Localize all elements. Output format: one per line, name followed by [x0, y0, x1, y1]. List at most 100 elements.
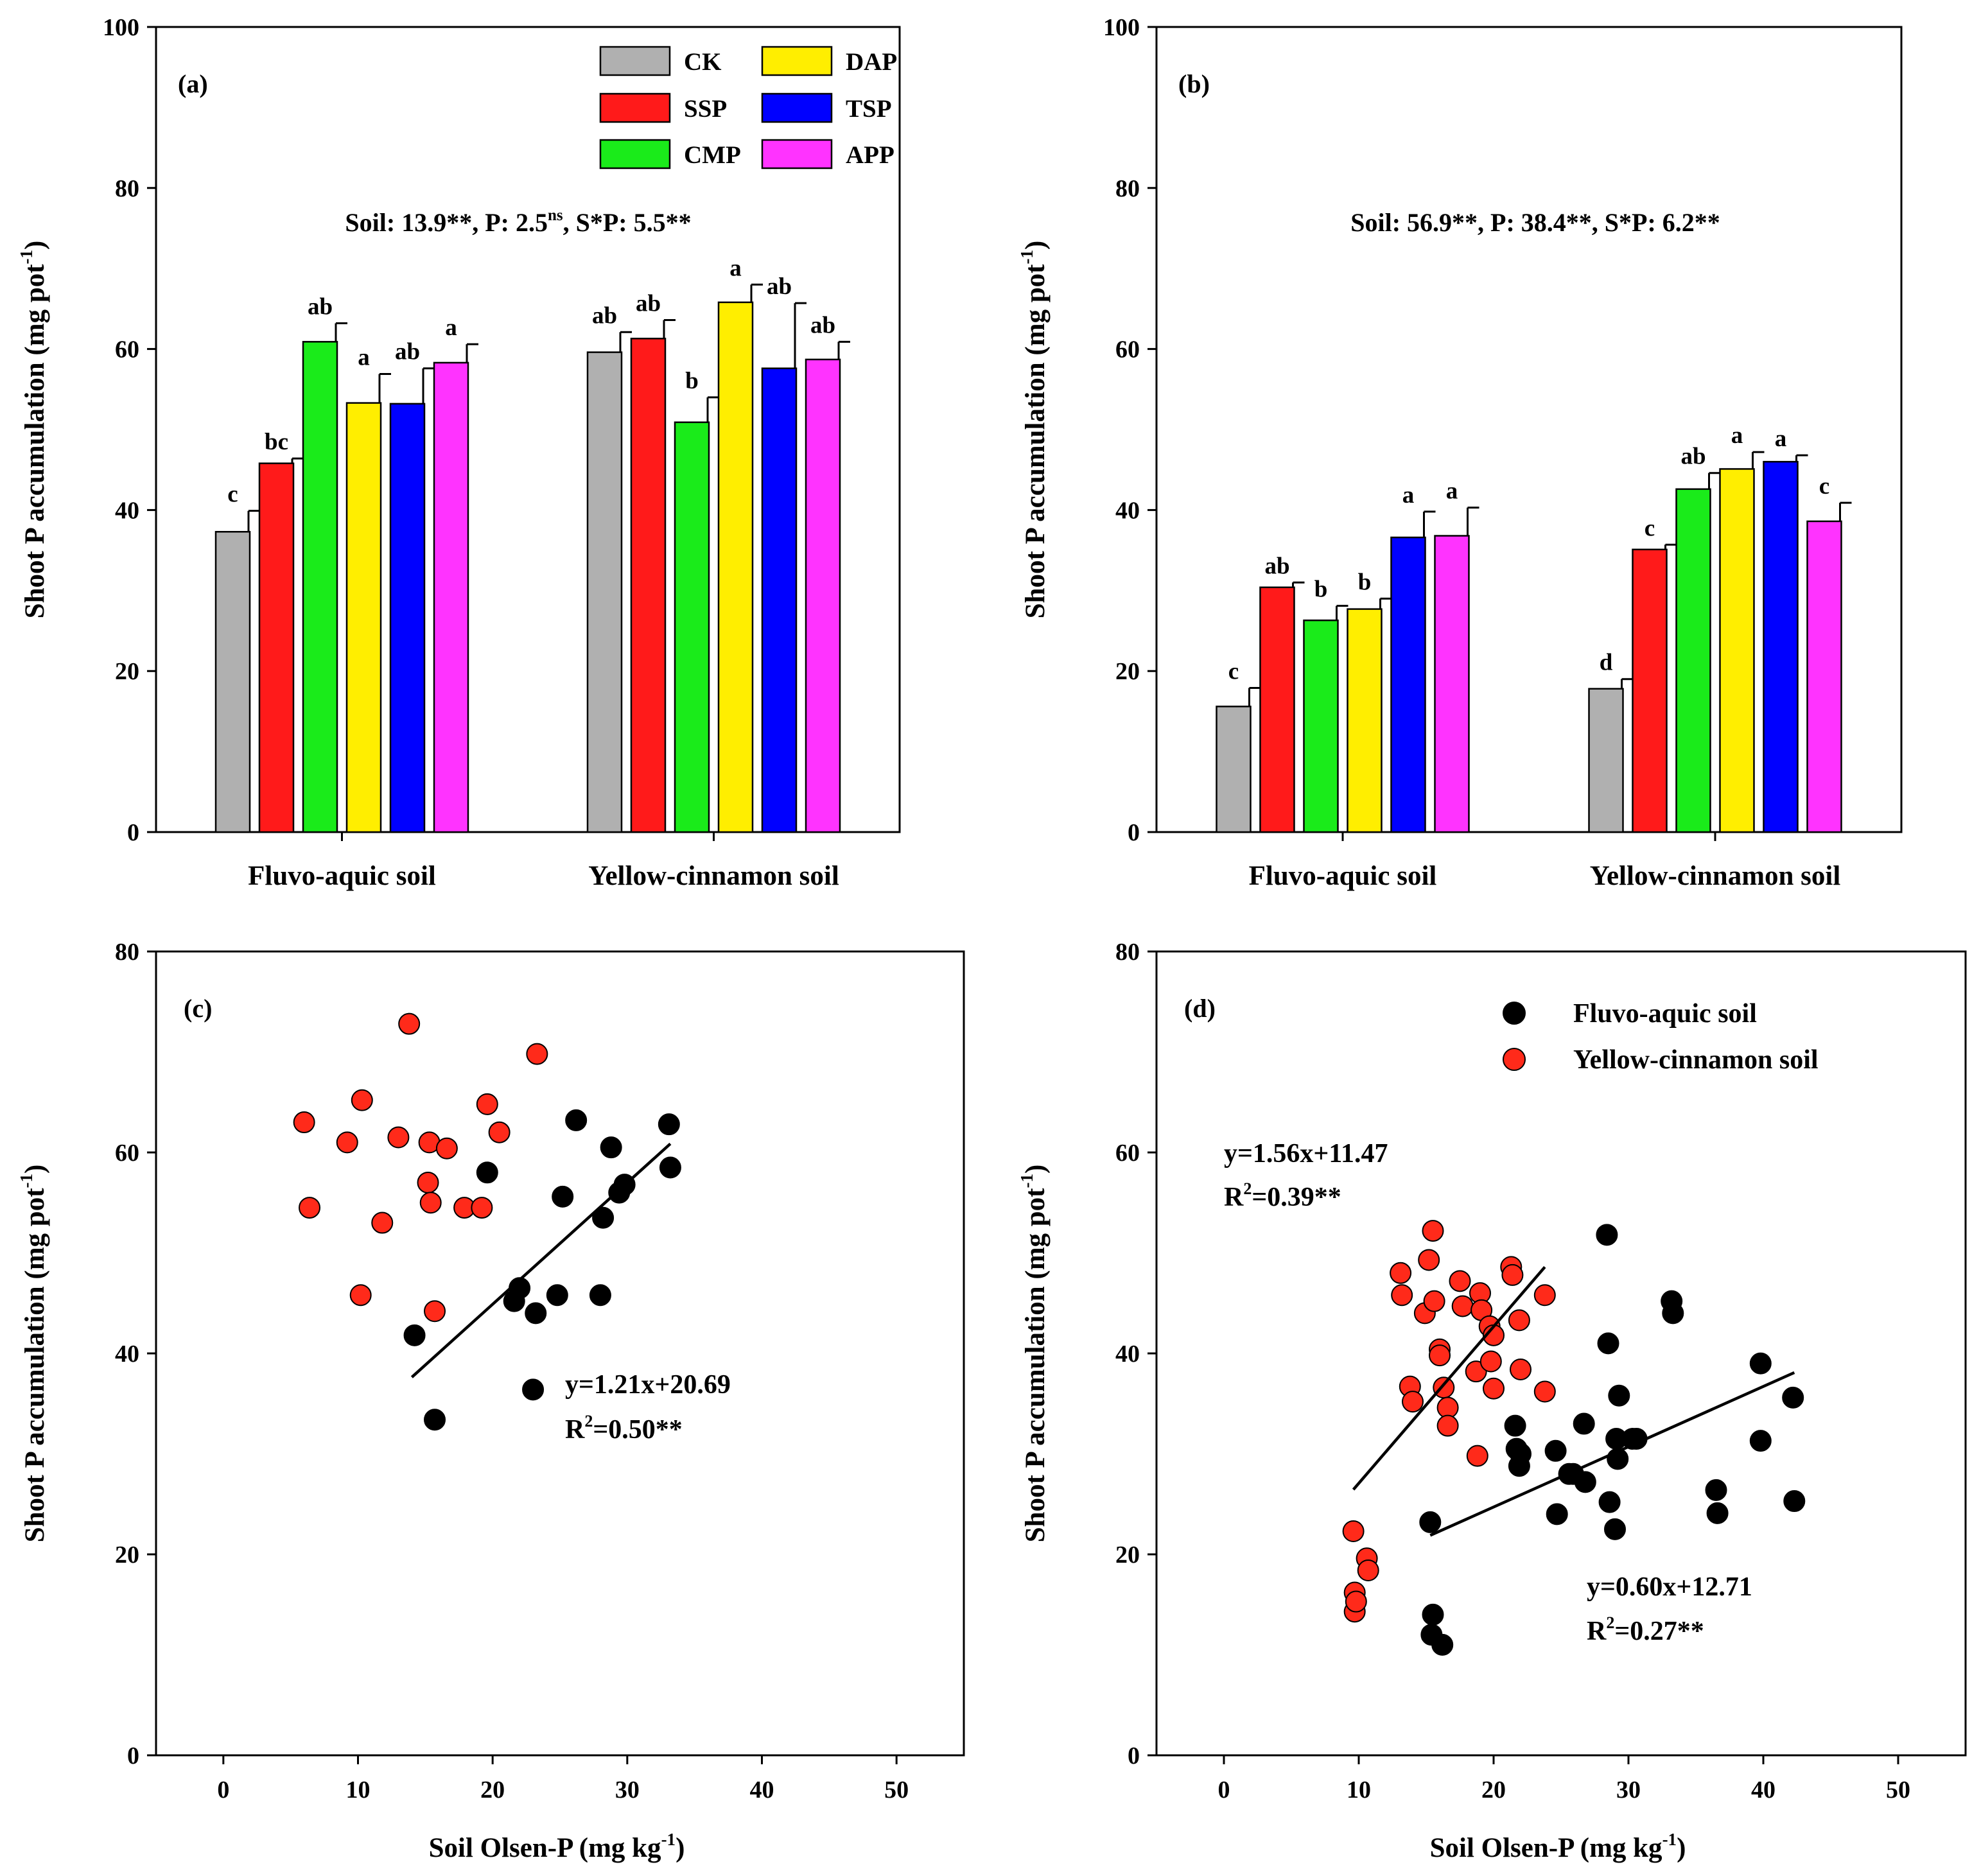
point-yellow-cinnamon	[1342, 1520, 1365, 1543]
anova-annotation-text: Soil: 56.9**, P: 38.4**, S*P: 6.2**	[1350, 208, 1720, 237]
legend-swatch	[761, 139, 833, 169]
regression-r2-tail: =0.50**	[593, 1415, 682, 1445]
x-tick-label: 10	[346, 1776, 371, 1803]
significance-letter: ab	[308, 293, 333, 320]
point-fluvo-aquic	[1510, 1443, 1531, 1465]
point-yellow-cinnamon	[398, 1012, 421, 1035]
y-axis-label: Shoot P accumulation (mg pot-1)	[1017, 241, 1051, 619]
y-tick-label: 60	[1115, 1140, 1140, 1167]
point-fluvo-aquic	[1749, 1352, 1772, 1375]
y-axis-label-sup: -1	[1017, 1174, 1036, 1188]
point-fluvo-aquic	[522, 1378, 545, 1401]
x-tick-label: 50	[884, 1776, 909, 1803]
bar-ck	[1588, 688, 1624, 833]
point-fluvo-aquic	[546, 1284, 568, 1307]
point-fluvo-aquic	[476, 1161, 498, 1184]
x-category-label: Fluvo-aquic soil	[248, 861, 436, 891]
y-tick-label: 80	[115, 175, 139, 202]
legend-marker	[1503, 1002, 1526, 1025]
y-axis-label: Shoot P accumulation (mg pot-1)	[17, 1165, 50, 1543]
regression-line	[410, 1142, 672, 1378]
point-yellow-cinnamon	[1436, 1414, 1459, 1437]
significance-letter: ab	[395, 339, 420, 365]
legend-swatch	[761, 92, 833, 123]
point-yellow-cinnamon	[1391, 1284, 1413, 1307]
bar-app	[805, 358, 841, 833]
y-tick-label: 80	[115, 939, 139, 966]
legend-marker	[1503, 1048, 1526, 1071]
significance-letter: ab	[810, 312, 835, 338]
anova-annotation-tail: , S*P: 5.5**	[563, 208, 692, 237]
point-yellow-cinnamon	[1357, 1559, 1379, 1582]
significance-letter: a	[445, 315, 457, 341]
point-yellow-cinnamon	[424, 1300, 446, 1323]
y-tick-label: 40	[115, 1341, 139, 1368]
significance-letter: c	[1228, 659, 1239, 685]
y-axis-label-tail: )	[20, 1165, 50, 1174]
bar-tsp	[1390, 536, 1426, 833]
legend-swatch	[761, 46, 833, 76]
x-tick-label: 40	[1751, 1776, 1776, 1803]
point-fluvo-aquic	[600, 1136, 622, 1159]
x-tick-label: 20	[1481, 1776, 1506, 1803]
y-axis-label-text: Shoot P accumulation (mg pot	[20, 1188, 50, 1543]
legend-label: Fluvo-aquic soil	[1573, 999, 1757, 1029]
point-fluvo-aquic	[589, 1284, 611, 1307]
legend-label: APP	[846, 141, 894, 169]
point-fluvo-aquic	[525, 1302, 547, 1324]
point-yellow-cinnamon	[1422, 1220, 1444, 1242]
point-fluvo-aquic	[1604, 1518, 1626, 1540]
point-yellow-cinnamon	[299, 1197, 321, 1219]
significance-letter: c	[1645, 515, 1655, 541]
point-fluvo-aquic	[552, 1185, 574, 1208]
point-yellow-cinnamon	[417, 1171, 439, 1194]
regression-equation-fluvo-aquic: y=0.60x+12.71	[1587, 1572, 1752, 1602]
y-tick-label: 0	[127, 819, 139, 846]
point-fluvo-aquic	[1573, 1412, 1595, 1435]
legend-swatch	[599, 139, 671, 169]
bar-dap	[345, 402, 382, 833]
y-tick-label: 0	[1128, 819, 1140, 846]
significance-letter: c	[1819, 473, 1829, 499]
panel-b: 0 20 40 60 80 100 Shoot P accumulation (mg pot…	[1017, 14, 1903, 891]
bar-app	[1806, 520, 1842, 833]
point-yellow-cinnamon	[387, 1126, 410, 1149]
x-tick-label: 20	[480, 1776, 505, 1803]
y-axis-label: Shoot P accumulation (mg pot-1)	[1017, 1165, 1051, 1543]
legend-label: Yellow-cinnamon soil	[1573, 1045, 1819, 1075]
regression-r2: R2=0.50**	[565, 1412, 683, 1445]
point-fluvo-aquic	[1598, 1491, 1621, 1513]
point-fluvo-aquic	[1608, 1384, 1630, 1407]
x-axis-label-sup: -1	[661, 1830, 676, 1849]
significance-letter: a	[1731, 422, 1743, 449]
significance-letter: a	[1446, 478, 1458, 505]
significance-letter: a	[358, 344, 370, 370]
legend-swatch	[599, 92, 671, 123]
point-yellow-cinnamon	[1345, 1590, 1367, 1613]
y-tick-label: 0	[1128, 1742, 1140, 1769]
significance-letter: ab	[636, 290, 661, 317]
y-tick-label: 0	[127, 1742, 139, 1769]
regression-r2-fluvo-aquic: R2=0.27**	[1587, 1613, 1704, 1646]
x-category-label: Yellow-cinnamon soil	[1590, 861, 1841, 891]
y-tick-label: 60	[1115, 336, 1140, 363]
y-axis-label-text: Shoot P accumulation (mg pot	[1020, 264, 1051, 619]
regression-r2-sup: 2	[584, 1412, 593, 1430]
point-yellow-cinnamon	[351, 1089, 373, 1111]
regression-r2-yellow-cinnamon-tail: =0.39**	[1252, 1183, 1341, 1212]
x-tick-label: 30	[1616, 1776, 1641, 1803]
significance-letter: b	[1358, 569, 1372, 595]
y-tick-label: 40	[1115, 497, 1140, 524]
point-fluvo-aquic	[1596, 1224, 1618, 1246]
point-yellow-cinnamon	[1423, 1290, 1445, 1312]
point-yellow-cinnamon	[1533, 1284, 1556, 1307]
bar-ssp	[258, 462, 295, 833]
point-fluvo-aquic	[1706, 1502, 1729, 1524]
regression-equation: y=1.21x+20.69	[565, 1370, 731, 1400]
y-axis-label-tail: )	[20, 241, 50, 250]
significance-letter: ab	[592, 302, 617, 329]
anova-annotation: Soil: 13.9**, P: 2.5ns, S*P: 5.5**	[345, 207, 691, 237]
bar-ssp	[1632, 548, 1668, 833]
significance-letter: ab	[1680, 444, 1706, 470]
